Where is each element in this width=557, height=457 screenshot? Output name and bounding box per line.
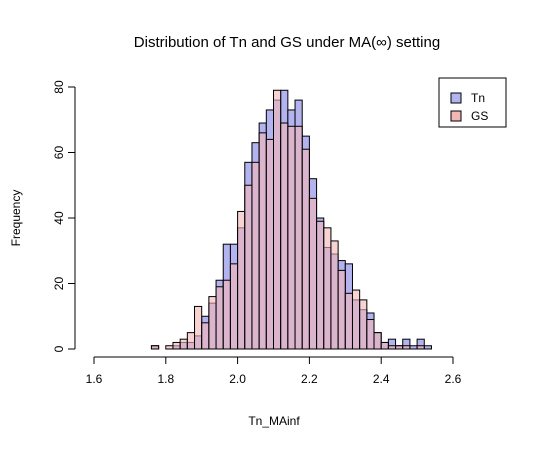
histogram-bar: [351, 289, 361, 350]
histogram-bar: [172, 341, 181, 350]
histogram-bar: [258, 132, 267, 350]
legend-swatch: [450, 110, 462, 122]
histogram-bar: [215, 286, 224, 350]
x-tick-label: 1.6: [86, 372, 103, 386]
x-tick-label: 2.6: [445, 372, 462, 386]
histogram-bar: [308, 197, 318, 350]
histogram-bar: [366, 319, 375, 350]
y-axis-label: Frequency: [9, 190, 23, 247]
histogram-bar: [294, 125, 303, 350]
histogram-bar: [201, 322, 210, 350]
chart-title: Distribution of Tn and GS under MA(∞) se…: [134, 34, 440, 51]
histogram-bar: [179, 338, 188, 350]
axes: 1.6 1.8 2.0 2.2 2.4 2.6 0 20 40 60 80: [52, 80, 462, 386]
histogram-bar: [222, 279, 231, 350]
x-tick-label: 2.0: [229, 372, 246, 386]
histogram-bar: [387, 345, 397, 350]
histogram-bar: [208, 296, 217, 350]
histogram-bar: [244, 184, 253, 350]
histogram-bar: [359, 299, 368, 350]
legend-swatch: [450, 92, 462, 104]
x-axis-label: Tn_MAinf: [248, 414, 300, 428]
histogram-bar: [316, 220, 325, 350]
histogram-bar: [380, 341, 389, 350]
legend-box: [438, 77, 507, 128]
histogram-bar: [301, 148, 310, 350]
y-tick-label: 20: [52, 277, 66, 291]
histogram-bar: [287, 125, 296, 350]
histogram-bar: [330, 240, 339, 350]
y-tick-label: 40: [52, 211, 66, 225]
histogram-bar: [423, 345, 432, 350]
histogram-bar: [344, 292, 353, 350]
series-gs: [150, 89, 425, 350]
histogram-bar: [186, 332, 196, 350]
y-tick-label: 80: [52, 80, 66, 94]
histogram-bar: [273, 89, 282, 350]
histogram-bar: [194, 305, 203, 350]
histogram-bar: [416, 345, 425, 350]
x-tick-label: 1.8: [157, 372, 174, 386]
histogram-bar: [409, 345, 418, 350]
legend: Tn GS: [438, 77, 507, 128]
x-tick-label: 2.2: [301, 372, 318, 386]
histogram-bar: [402, 345, 411, 350]
histogram-bar: [265, 138, 275, 350]
histogram-bar: [237, 210, 246, 350]
y-tick-label: 0: [52, 345, 66, 352]
histogram-bar: [165, 345, 174, 350]
legend-label: GS: [471, 109, 488, 123]
plot-area: [150, 89, 432, 350]
histogram-bar: [395, 345, 404, 350]
x-tick-label: 2.4: [373, 372, 390, 386]
histogram-bar: [373, 332, 382, 350]
histogram-bar: [323, 227, 332, 350]
histogram-bar: [229, 263, 239, 350]
histogram-bar: [337, 269, 346, 350]
histogram-bar: [150, 345, 160, 350]
histogram-bar: [251, 161, 260, 350]
histogram-bar: [280, 122, 289, 350]
y-tick-label: 60: [52, 146, 66, 160]
legend-label: Tn: [471, 91, 485, 105]
